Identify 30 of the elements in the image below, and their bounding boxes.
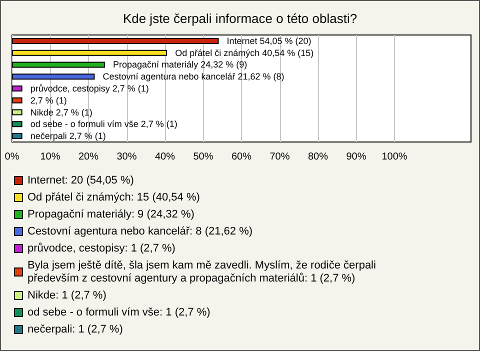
x-tick-label: 0%: [4, 152, 20, 162]
legend-label: Propagační materiály: 9 (24,32 %): [28, 208, 194, 220]
data-label: průvodce, cestopisy 2,7 % (1): [30, 84, 149, 94]
legend-label: od sebe - o formuli vím vše: 1 (2,7 %): [28, 306, 210, 318]
data-label: Cestovní agentura nebo kancelář 21,62 % (8): [102, 72, 284, 82]
legend-label: Nikde: 1 (2,7 %): [28, 290, 106, 302]
data-label: 2,7 % (1): [30, 95, 67, 106]
data-label: od sebe - o formuli vím vše 2,7 % (1): [30, 119, 178, 130]
data-label: Od přátel či známých 40,54 % (15): [175, 48, 314, 58]
x-tick-label: 90%: [346, 152, 366, 162]
legend-label: Od přátel či známých: 15 (40,54 %): [28, 192, 200, 204]
x-tick-label: 50%: [193, 152, 214, 162]
x-tick-label: 10%: [40, 152, 60, 162]
data-label: Nikde 2,7 % (1): [30, 107, 92, 118]
legend-label: průvodce, cestopisy: 1 (2,7 %): [28, 242, 176, 254]
data-label: Internet 54,05 % (20): [226, 36, 312, 46]
legend-label: Cestovní agentura nebo kancelář: 8 (21,62 %): [28, 226, 253, 238]
data-label: Propagační materiály 24,32 % (9): [113, 60, 248, 70]
x-tick-label: 40%: [154, 152, 176, 162]
x-tick-label: 100%: [382, 152, 408, 162]
x-tick-label: 80%: [308, 152, 328, 162]
x-tick-label: 60%: [231, 152, 252, 162]
data-label: nečerpali 2,7 % (1): [30, 131, 106, 142]
legend-label: Internet: 20 (54,05 %): [28, 174, 134, 186]
legend-label: nečerpali: 1 (2,7 %): [28, 324, 123, 336]
chart-title: Kde jste čerpali informace o této oblasti?: [122, 11, 358, 26]
x-tick-label: 30%: [116, 152, 137, 162]
legend-label: Byla jsem ještě dítě, šla jsem kam mě zavedli. Myslím, že rodiče čerpali především z cestovní agentury a propagačních materiálů: 1 (2,7 %): [28, 260, 380, 284]
x-tick-label: 70%: [270, 152, 290, 162]
x-tick-label: 20%: [78, 152, 99, 162]
